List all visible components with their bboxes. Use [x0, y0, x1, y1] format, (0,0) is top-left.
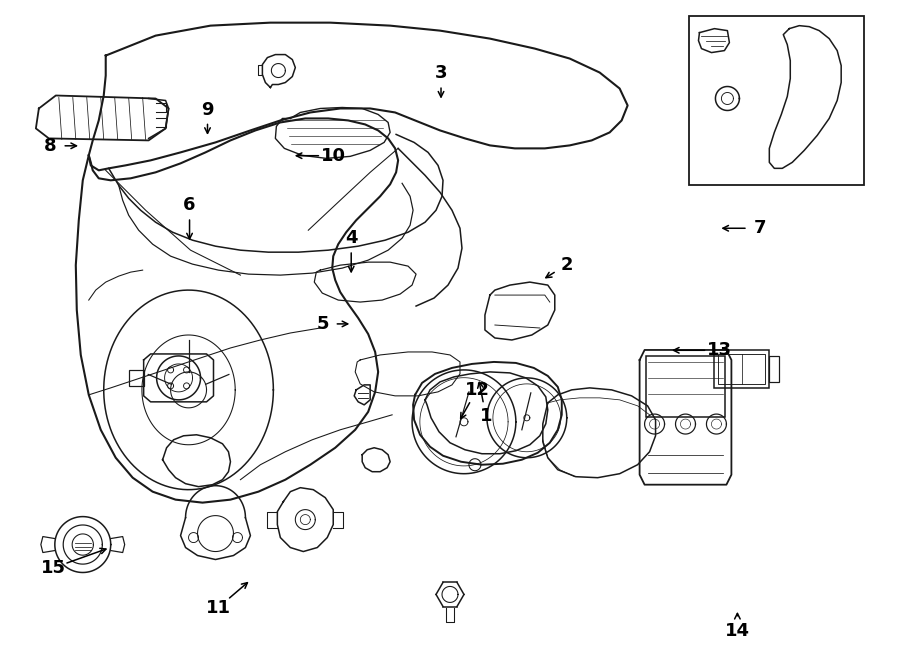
Text: 4: 4 — [345, 229, 357, 247]
Text: 5: 5 — [316, 315, 328, 333]
Text: 12: 12 — [464, 381, 490, 399]
Bar — [718, 354, 765, 384]
Bar — [715, 350, 770, 388]
Text: 3: 3 — [435, 64, 447, 82]
Bar — [770, 356, 779, 382]
Bar — [129, 370, 144, 386]
Text: 11: 11 — [206, 599, 230, 617]
Text: 1: 1 — [480, 407, 492, 425]
Text: 6: 6 — [184, 196, 196, 214]
Bar — [645, 356, 725, 416]
Text: 14: 14 — [724, 621, 750, 640]
Bar — [689, 16, 864, 185]
Text: 9: 9 — [202, 100, 214, 118]
Text: 15: 15 — [40, 559, 66, 577]
Text: 10: 10 — [320, 147, 346, 165]
Text: 7: 7 — [753, 219, 766, 237]
Text: 2: 2 — [561, 256, 573, 274]
Text: 13: 13 — [706, 341, 732, 360]
Text: 8: 8 — [44, 137, 57, 155]
